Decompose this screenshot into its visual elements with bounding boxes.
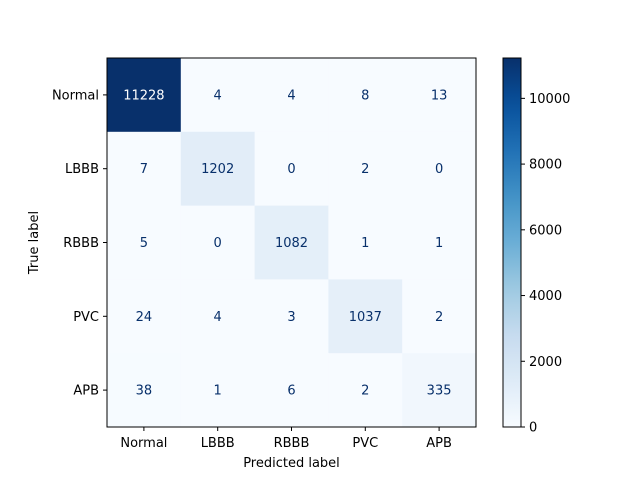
colorbar-tick-label: 8000 (529, 158, 562, 173)
x-axis-label: Predicted label (243, 456, 340, 471)
heatmap-cell (254, 353, 329, 428)
heatmap-cell (254, 58, 329, 133)
heatmap-cell (180, 58, 256, 133)
y-axis-ticks: Normal LBBB RBBB PVC APB (52, 88, 107, 399)
cell-value: 38 (136, 384, 153, 399)
cell-value: 0 (214, 236, 222, 251)
x-axis-ticks: Normal LBBB RBBB PVC APB (120, 427, 452, 451)
cell-value: 7 (140, 162, 148, 177)
cell-value: 2 (361, 162, 369, 177)
heatmap-cell (254, 131, 329, 207)
cell-value: 5 (140, 236, 148, 251)
cell-value: 4 (287, 88, 295, 103)
heatmap-cell (328, 279, 403, 354)
colorbar (502, 57, 522, 428)
cell-value: 1 (435, 236, 443, 251)
colorbar-tick-label: 10000 (529, 92, 570, 107)
heatmap-cells (107, 58, 477, 428)
colorbar-tick-label: 0 (529, 421, 537, 436)
cell-value: 2 (435, 310, 443, 325)
heatmap-cell (328, 205, 403, 280)
heatmap-cell (107, 205, 182, 280)
y-axis-label: True label (27, 211, 42, 275)
cell-value: 1202 (201, 162, 234, 177)
heatmap-cell (180, 279, 256, 354)
heatmap-cell (328, 131, 403, 207)
cell-value: 2 (361, 384, 369, 399)
heatmap-cell (180, 353, 256, 428)
heatmap-cell (107, 58, 182, 133)
heatmap-cell (328, 58, 403, 133)
cell-value: 8 (361, 88, 369, 103)
heatmap-cell (254, 205, 329, 280)
heatmap-cell (254, 279, 329, 354)
heatmap-cell (402, 58, 477, 133)
cell-value: 1 (361, 236, 369, 251)
y-tick-label: Normal (52, 88, 99, 103)
colorbar-tick-label: 2000 (529, 355, 562, 370)
x-tick-label: LBBB (201, 436, 235, 451)
cell-value: 13 (431, 88, 448, 103)
y-tick-label: APB (73, 384, 99, 399)
heatmap-cell (402, 279, 477, 354)
x-tick-label: RBBB (274, 436, 310, 451)
cell-value-labels: 11228 4 4 8 13 7 1202 0 2 0 5 0 1082 1 1 24 4 3 1037 2 38 1 6 2… (123, 88, 451, 398)
heatmap-cell (180, 131, 256, 207)
y-tick-label: PVC (73, 310, 99, 325)
colorbar-tick-label: 6000 (529, 223, 562, 238)
heatmap-cell (180, 205, 256, 280)
x-tick-label: Normal (120, 436, 167, 451)
y-tick-label: RBBB (63, 236, 99, 251)
y-tick-label: LBBB (65, 162, 99, 177)
cell-value: 1037 (349, 310, 382, 325)
x-tick-label: PVC (352, 436, 378, 451)
heatmap-cell (107, 353, 182, 428)
cell-value: 3 (287, 310, 295, 325)
cell-value: 4 (214, 88, 222, 103)
x-tick-label: APB (426, 436, 452, 451)
cell-value: 6 (287, 384, 295, 399)
cell-value: 4 (214, 310, 222, 325)
heatmap-cell (107, 131, 182, 207)
cell-value: 11228 (123, 88, 164, 103)
colorbar-tick-label: 4000 (529, 289, 562, 304)
cell-value: 24 (136, 310, 153, 325)
heatmap-cell (107, 279, 182, 354)
cell-value: 0 (287, 162, 295, 177)
cell-value: 1 (214, 384, 222, 399)
cell-value: 0 (435, 162, 443, 177)
cell-value: 1082 (275, 236, 308, 251)
heatmap-cell (402, 353, 477, 428)
heatmap-cell (402, 205, 477, 280)
heatmap-cell (402, 131, 477, 207)
heatmap-cell (328, 353, 403, 428)
cell-value: 335 (427, 384, 452, 399)
colorbar-ticks: 0 2000 4000 6000 8000 10000 (521, 92, 570, 436)
